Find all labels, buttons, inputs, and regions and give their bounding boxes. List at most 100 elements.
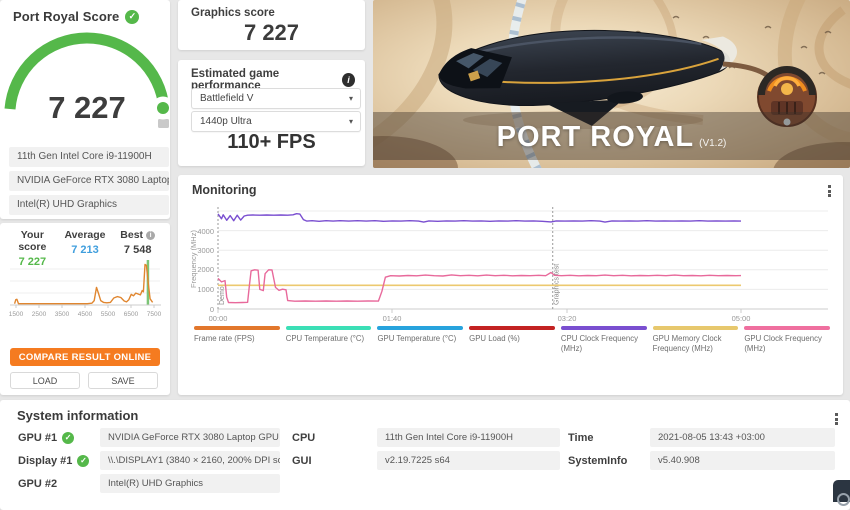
quality-select-value: 1440p Ultra xyxy=(200,116,252,127)
cpu-clock-line xyxy=(217,212,742,223)
your-score-cell: Your score 7 227 xyxy=(6,229,59,268)
display1-value: \\.\DISPLAY1 (3840 × 2160, 200% DPI scal… xyxy=(100,451,280,470)
chevron-down-icon: ▾ xyxy=(348,117,353,126)
monitoring-title: Monitoring xyxy=(192,183,257,197)
distribution-x-axis: 1500 2500 3500 4500 5500 6500 7500 xyxy=(9,311,162,318)
graphics-test-marker: Graphics test xyxy=(552,207,561,309)
hero-artwork xyxy=(373,0,850,168)
monitoring-y-label: Frequency (MHz) xyxy=(189,230,198,288)
legend-cpu-temperature[interactable]: CPU Temperature (°C) xyxy=(285,326,372,354)
best-label: Best xyxy=(120,229,144,241)
svg-text:Graphics test: Graphics test xyxy=(554,264,561,305)
legend-gpu-temperature[interactable]: GPU Temperature (°C) xyxy=(377,326,464,354)
estimated-performance-panel: Estimated game performance i Battlefield… xyxy=(178,60,365,166)
gpu1-check-icon: ✓ xyxy=(62,431,75,444)
demo-marker: Demo xyxy=(217,207,226,309)
gpu1-label: GPU #1 ✓ xyxy=(18,428,75,447)
svg-text:2500: 2500 xyxy=(32,311,47,318)
performance-info-icon[interactable]: i xyxy=(341,73,355,87)
svg-text:03:20: 03:20 xyxy=(558,314,577,323)
svg-text:00:00: 00:00 xyxy=(209,314,228,323)
chevron-down-icon: ▾ xyxy=(348,94,353,103)
gpu-clock-line xyxy=(217,269,742,304)
score-comparison-panel: Your score 7 227 Average 7 213 Best i 7 5… xyxy=(0,223,170,395)
svg-text:05:00: 05:00 xyxy=(732,314,751,323)
monitoring-legend: Frame rate (FPS) CPU Temperature (°C) GP… xyxy=(194,326,831,354)
cpu-label: CPU xyxy=(292,431,316,444)
cpu-value: 11th Gen Intel Core i9-11900H xyxy=(377,428,560,447)
system-info-title: System information xyxy=(17,408,139,423)
your-score-value: 7 227 xyxy=(18,256,47,268)
average-score-cell: Average 7 213 xyxy=(59,229,112,268)
svg-text:0: 0 xyxy=(210,305,214,314)
legend-gpu-memory-clock[interactable]: GPU Memory Clock Frequency (MHz) xyxy=(652,326,739,354)
score-distribution-chart: 1500 2500 3500 4500 5500 6500 7500 xyxy=(9,260,162,318)
airship xyxy=(438,29,737,126)
compare-result-online-button[interactable]: COMPARE RESULT ONLINE xyxy=(10,348,160,366)
hardware-gpu1: NVIDIA GeForce RTX 3080 Laptop GPU xyxy=(9,171,169,191)
best-value: 7 548 xyxy=(123,244,152,256)
corner-notification[interactable] xyxy=(833,480,850,506)
svg-text:01:40: 01:40 xyxy=(383,314,402,323)
valid-check-icon: ✓ xyxy=(125,9,140,24)
average-value: 7 213 xyxy=(71,244,99,256)
time-value: 2021-08-05 13:43 +03:00 xyxy=(650,428,835,447)
best-score-cell: Best i 7 548 xyxy=(111,229,164,268)
monitoring-chart: Demo Graphics test 0 1000 2000 3000 4000… xyxy=(189,207,828,323)
hero-title: PORT ROYAL (V1.2) xyxy=(373,121,850,154)
svg-text:Demo: Demo xyxy=(219,286,226,305)
game-select-value: Battlefield V xyxy=(200,93,254,104)
gui-label: GUI xyxy=(292,454,312,467)
engine-pod xyxy=(757,66,817,127)
port-royal-score-panel: Port Royal Score ✓ 7 227 11th Gen Intel … xyxy=(0,0,170,219)
game-select[interactable]: Battlefield V ▾ xyxy=(191,88,361,109)
systeminfo-value: v5.40.908 xyxy=(650,451,835,470)
legend-gpu-clock[interactable]: GPU Clock Frequency (MHz) xyxy=(744,326,831,354)
monitoring-x-axis: 00:00 01:40 03:20 05:00 xyxy=(209,314,751,323)
port-royal-hero-image: PORT ROYAL (V1.2) xyxy=(373,0,850,168)
score-gauge: 7 227 xyxy=(4,32,170,128)
system-info-menu-icon[interactable] xyxy=(831,413,841,425)
graphics-score-panel: Graphics score 7 227 xyxy=(178,0,365,50)
svg-text:1500: 1500 xyxy=(9,311,24,318)
best-info-icon[interactable]: i xyxy=(146,230,156,240)
score-value: 7 227 xyxy=(48,90,126,125)
system-information-panel: System information GPU #1 ✓ NVIDIA GeForc… xyxy=(0,400,850,510)
legend-cpu-clock[interactable]: CPU Clock Frequency (MHz) xyxy=(560,326,647,354)
svg-text:3500: 3500 xyxy=(55,311,70,318)
average-label: Average xyxy=(64,229,106,241)
load-button[interactable]: LOAD xyxy=(10,372,80,389)
legend-gpu-load[interactable]: GPU Load (%) xyxy=(469,326,555,354)
graphics-score-label: Graphics score xyxy=(191,7,275,19)
monitoring-y-axis: 0 1000 2000 3000 4000 xyxy=(197,227,214,314)
benchmark-version: (V1.2) xyxy=(699,138,727,149)
save-button[interactable]: SAVE xyxy=(88,372,158,389)
hardware-cpu: 11th Gen Intel Core i9-11900H xyxy=(9,147,169,167)
score-panel-title: Port Royal Score xyxy=(13,9,120,24)
benchmark-name: PORT ROYAL xyxy=(496,121,695,153)
svg-text:7500: 7500 xyxy=(147,311,162,318)
svg-text:2000: 2000 xyxy=(197,265,214,274)
title-band xyxy=(373,112,850,160)
svg-text:5500: 5500 xyxy=(101,311,116,318)
monitoring-panel: Monitoring Demo Graphics test 0 1000 200… xyxy=(178,175,843,395)
your-score-label: Your score xyxy=(18,229,47,253)
hardware-gpu2: Intel(R) UHD Graphics xyxy=(9,195,169,215)
svg-text:3000: 3000 xyxy=(197,246,214,255)
gpu2-label: GPU #2 xyxy=(18,477,58,490)
systeminfo-label: SystemInfo xyxy=(568,454,628,467)
gpu1-value: NVIDIA GeForce RTX 3080 Laptop GPU xyxy=(100,428,280,447)
svg-text:4500: 4500 xyxy=(78,311,93,318)
gpu2-value: Intel(R) UHD Graphics xyxy=(100,474,280,493)
svg-text:6500: 6500 xyxy=(124,311,139,318)
display1-check-icon: ✓ xyxy=(77,454,90,467)
svg-text:4000: 4000 xyxy=(197,227,214,236)
quality-select[interactable]: 1440p Ultra ▾ xyxy=(191,111,361,132)
gauge-end-tick xyxy=(158,119,169,128)
display1-label: Display #1 ✓ xyxy=(18,451,90,470)
legend-frame-rate[interactable]: Frame rate (FPS) xyxy=(194,326,280,354)
monitoring-menu-icon[interactable] xyxy=(824,185,834,197)
time-label: Time xyxy=(568,431,594,444)
svg-text:1000: 1000 xyxy=(197,285,214,294)
gui-value: v2.19.7225 s64 xyxy=(377,451,560,470)
